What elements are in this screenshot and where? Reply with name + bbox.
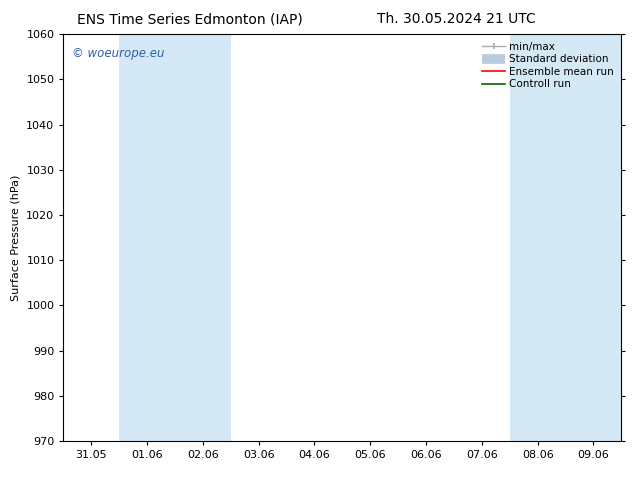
Legend: min/max, Standard deviation, Ensemble mean run, Controll run: min/max, Standard deviation, Ensemble me… [478,37,618,94]
Y-axis label: Surface Pressure (hPa): Surface Pressure (hPa) [11,174,21,301]
Bar [566,34,621,441]
Bar [119,34,175,441]
Text: © woeurope.eu: © woeurope.eu [72,47,164,59]
Text: ENS Time Series Edmonton (IAP): ENS Time Series Edmonton (IAP) [77,12,303,26]
Bar [175,34,231,441]
Text: Th. 30.05.2024 21 UTC: Th. 30.05.2024 21 UTC [377,12,536,26]
Bar [510,34,566,441]
